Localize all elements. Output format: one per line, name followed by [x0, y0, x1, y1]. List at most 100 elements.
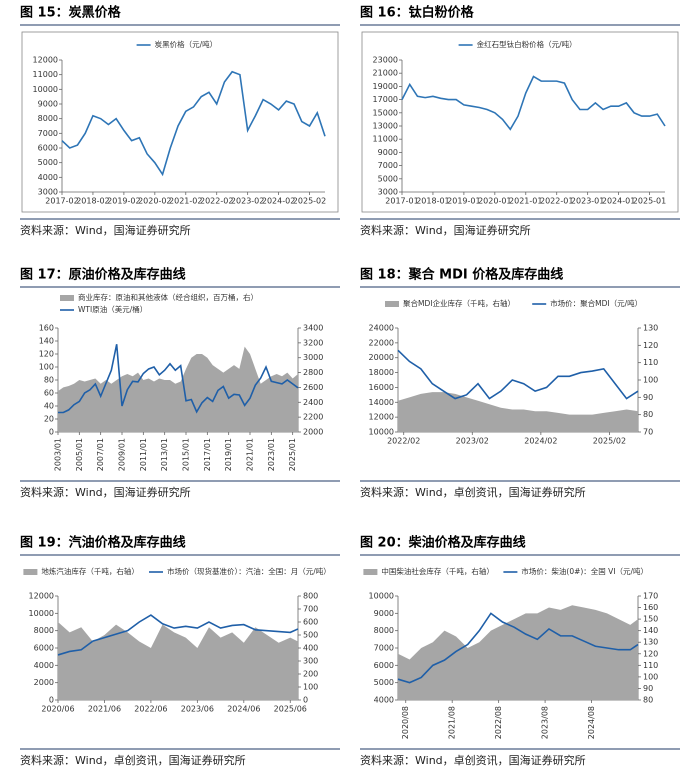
- y-tick-label: 7000: [38, 129, 58, 138]
- x-tick-label: 2011/01: [139, 438, 148, 471]
- y-tick-label: 4000: [34, 661, 54, 670]
- y-tick-label: 6000: [34, 644, 54, 653]
- x-tick-label: 2017-02: [45, 197, 78, 206]
- y2-tick-label: 2400: [303, 398, 323, 407]
- y-tick-label: 14000: [369, 398, 394, 407]
- y2-tick-label: 170: [643, 592, 658, 601]
- y-tick-label: 11000: [373, 135, 398, 144]
- y-tick-label: 17000: [373, 95, 398, 104]
- legend-label: 中国柴油社会库存（千吨，右轴）: [381, 566, 494, 576]
- x-tick-label: 2020-01: [478, 197, 511, 206]
- y-tick-label: 2000: [34, 678, 54, 687]
- x-tick-label: 2020-02: [138, 197, 171, 206]
- x-tick-label: 2013/01: [160, 438, 169, 471]
- plot-frame: [21, 31, 339, 213]
- y2-tick-label: 150: [643, 615, 658, 624]
- y2-tick-label: 70: [643, 428, 653, 437]
- figure-title: 图 17：原油价格及库存曲线: [20, 267, 186, 283]
- figure-title: 图 15：炭黑价格: [20, 5, 122, 21]
- legend-label: 商业库存：原油和其他液体（经合组织，百万桶，右）: [78, 292, 258, 302]
- x-tick-label: 2009/01: [118, 438, 127, 471]
- x-tick-label: 2018-01: [416, 197, 449, 206]
- y2-tick-label: 160: [643, 603, 658, 612]
- y2-tick-label: 80: [643, 696, 653, 705]
- x-tick-label: 2024-01: [602, 197, 635, 206]
- x-tick-label: 2005/01: [75, 438, 84, 471]
- y2-tick-label: 300: [303, 657, 318, 666]
- legend-label: 市场价：柴油(0#)：全国 VI（元/吨）: [521, 566, 648, 576]
- y-tick-label: 20: [44, 415, 54, 424]
- y2-tick-label: 400: [303, 644, 318, 653]
- y-tick-label: 10000: [33, 85, 58, 94]
- x-tick-label: 2022/02: [387, 437, 420, 446]
- legend-swatch: [363, 569, 378, 575]
- y-tick-label: 10000: [369, 592, 394, 601]
- y-tick-label: 9000: [38, 100, 58, 109]
- y2-tick-label: 2800: [303, 368, 323, 377]
- y2-tick-label: 600: [303, 618, 318, 627]
- y-tick-label: 19000: [373, 82, 398, 91]
- x-tick-label: 2024/06: [227, 705, 260, 714]
- y-tick-label: 12000: [29, 592, 54, 601]
- y2-tick-label: 110: [643, 661, 658, 670]
- y-tick-label: 8000: [38, 114, 58, 123]
- x-tick-label: 2007/01: [96, 438, 105, 471]
- y2-tick-label: 140: [643, 626, 658, 635]
- source: 资料来源：Wind，卓创资讯，国海证券研究所: [360, 485, 586, 499]
- y-tick-label: 24000: [369, 324, 394, 333]
- legend-swatch: [23, 569, 38, 575]
- y2-tick-label: 2000: [303, 428, 323, 437]
- y2-tick-label: 500: [303, 631, 318, 640]
- x-tick-label: 2025-02: [293, 197, 326, 206]
- x-tick-label: 2025/01: [288, 438, 297, 471]
- x-tick-label: 2021/06: [88, 705, 121, 714]
- y2-tick-label: 110: [643, 358, 658, 367]
- x-tick-label: 2017-01: [385, 197, 418, 206]
- y-tick-label: 16000: [369, 383, 394, 392]
- x-tick-label: 2023/08: [541, 706, 550, 739]
- plot-frame: [361, 31, 679, 213]
- legend-label: 炭黑价格（元/吨）: [155, 39, 218, 49]
- y-tick-label: 22000: [369, 338, 394, 347]
- x-tick-label: 2023-02: [231, 197, 264, 206]
- x-tick-label: 2022/06: [134, 705, 167, 714]
- x-tick-label: 2022-02: [200, 197, 233, 206]
- x-tick-label: 2019-01: [447, 197, 480, 206]
- y2-tick-label: 700: [303, 605, 318, 614]
- y2-tick-label: 800: [303, 592, 318, 601]
- y-tick-label: 8000: [34, 626, 54, 635]
- line: [61, 70, 326, 177]
- area: [58, 622, 298, 700]
- line: [397, 349, 639, 400]
- x-tick-label: 2003/01: [54, 438, 63, 471]
- x-tick-label: 2019/01: [224, 438, 233, 471]
- y-tick-label: 7000: [378, 161, 398, 170]
- source: 资料来源：Wind，国海证券研究所: [20, 223, 191, 237]
- y-tick-label: 6000: [374, 661, 394, 670]
- y2-tick-label: 130: [643, 638, 658, 647]
- y2-tick-label: 3000: [303, 353, 323, 362]
- x-tick-label: 2024-02: [262, 197, 295, 206]
- figure-title: 图 20：柴油价格及库存曲线: [360, 535, 526, 551]
- y-tick-label: 9000: [374, 609, 394, 618]
- source: 资料来源：Wind，卓创资讯，国海证券研究所: [20, 753, 246, 767]
- figure-title: 图 19：汽油价格及库存曲线: [20, 535, 186, 551]
- legend-label: 市场价：聚合MDI（元/吨）: [550, 298, 642, 308]
- y-tick-label: 11000: [33, 70, 58, 79]
- x-tick-label: 2023-01: [571, 197, 604, 206]
- y-tick-label: 5000: [38, 158, 58, 167]
- x-tick-label: 2017/01: [203, 438, 212, 471]
- legend-label: 聚合MDI企业库存（千吨，右轴）: [403, 298, 515, 308]
- y-tick-label: 10000: [29, 609, 54, 618]
- y-tick-label: 3000: [378, 188, 398, 197]
- y-tick-label: 13000: [373, 122, 398, 131]
- y2-tick-label: 2200: [303, 413, 323, 422]
- y2-tick-label: 130: [643, 324, 658, 333]
- x-tick-label: 2023/01: [267, 438, 276, 471]
- y2-tick-label: 0: [303, 696, 308, 705]
- y2-tick-label: 2600: [303, 383, 323, 392]
- area: [398, 392, 638, 432]
- y-tick-label: 20000: [369, 353, 394, 362]
- y-tick-label: 3000: [38, 188, 58, 197]
- x-tick-label: 2021/01: [246, 438, 255, 471]
